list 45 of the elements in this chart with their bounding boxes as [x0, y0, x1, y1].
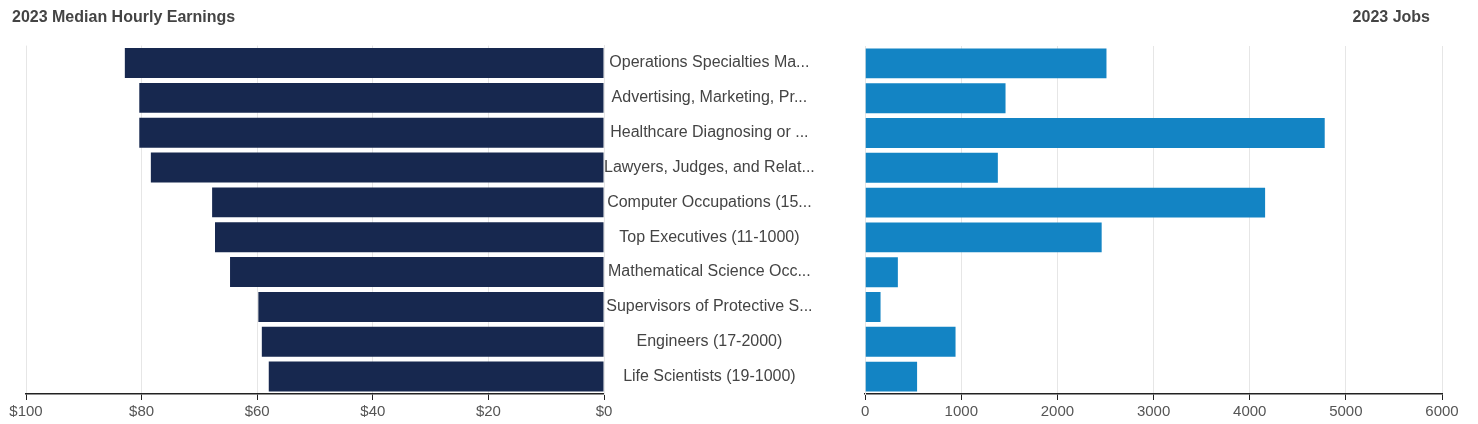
y-tick-label: Operations Specialties Ma...: [609, 53, 810, 71]
bar: [865, 326, 956, 357]
x-tick-label: $20: [475, 402, 501, 420]
bar: [150, 152, 604, 183]
y-tick-label: Healthcare Diagnosing or ...: [610, 123, 809, 141]
bar: [258, 291, 604, 322]
y-tick-label: Top Executives (11-1000): [619, 227, 800, 245]
bar: [139, 82, 604, 113]
bar: [215, 222, 604, 253]
x-tick-label: $0: [595, 402, 613, 420]
y-tick-label: Computer Occupations (15...: [607, 192, 812, 210]
chart-title: 2023 Jobs: [1352, 8, 1430, 26]
bar: [261, 326, 604, 357]
x-tick-label: 4000: [1233, 402, 1267, 420]
bar: [865, 152, 998, 183]
x-tick-label: $60: [244, 402, 270, 420]
bar: [212, 187, 604, 218]
x-tick-label: 1000: [944, 402, 978, 420]
x-tick-label: $40: [360, 402, 386, 420]
y-tick-label: Lawyers, Judges, and Relat...: [604, 157, 815, 175]
x-tick-label: 0: [861, 402, 870, 420]
y-tick-label: Mathematical Science Occ...: [608, 262, 811, 280]
x-tick-label: $100: [9, 402, 43, 420]
bar: [865, 257, 898, 288]
bar: [865, 222, 1102, 253]
x-tick-label: 2000: [1040, 402, 1075, 420]
y-tick-label: Life Scientists (19-1000): [623, 366, 796, 384]
bar: [230, 257, 604, 288]
x-tick-label: 5000: [1329, 402, 1363, 420]
y-tick-label: Engineers (17-2000): [636, 332, 783, 350]
bar: [865, 361, 918, 392]
y-tick-label: Advertising, Marketing, Pr...: [611, 88, 808, 106]
bar: [865, 83, 1006, 114]
x-tick-label: $80: [129, 402, 155, 420]
bar: [865, 292, 881, 322]
bar: [865, 48, 1107, 79]
y-tick-label: Supervisors of Protective S...: [606, 297, 813, 315]
bar: [865, 187, 1266, 218]
bar: [268, 361, 604, 392]
bar: [865, 118, 1325, 148]
chart-title: 2023 Median Hourly Earnings: [12, 8, 236, 26]
bar: [124, 48, 604, 78]
bar: [139, 117, 604, 148]
x-tick-label: 6000: [1425, 402, 1459, 420]
x-tick-label: 3000: [1136, 402, 1171, 420]
